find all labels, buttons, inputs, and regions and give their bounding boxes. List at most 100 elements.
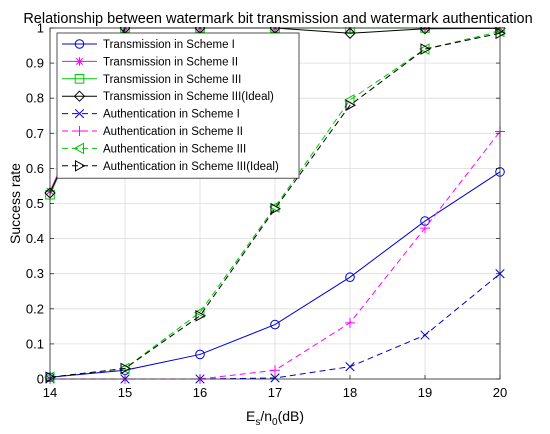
data-point-marker — [495, 27, 506, 40]
x-tick-label: 14 — [43, 385, 57, 400]
data-point-marker — [419, 27, 431, 35]
data-point-marker — [195, 309, 207, 322]
x-axis-label-sub1: s — [255, 417, 260, 428]
legend-marker — [73, 142, 84, 155]
legend-item: Authentication in Scheme II — [62, 126, 243, 138]
legend-marker — [75, 57, 84, 66]
y-tick-label: 0.9 — [26, 56, 44, 71]
data-point-marker — [270, 202, 282, 215]
data-point-marker — [195, 349, 205, 360]
data-point-marker — [270, 202, 282, 215]
x-tick-label: 17 — [268, 385, 282, 400]
x-axis-label-main: E — [246, 408, 255, 424]
series-line — [49, 32, 501, 378]
x-tick-label: 18 — [343, 385, 357, 400]
data-point-marker — [345, 99, 357, 112]
legend-marker — [74, 126, 85, 136]
y-tick-label: 0.1 — [26, 336, 44, 351]
data-point-marker — [268, 201, 280, 213]
data-point-marker — [420, 223, 430, 234]
x-tick-label: 15 — [118, 385, 132, 400]
data-point-marker — [193, 306, 205, 319]
legend-label: Transmission in Scheme III(Ideal) — [103, 91, 274, 103]
data-point-marker — [420, 330, 430, 340]
legend-marker — [74, 108, 85, 119]
legend-label: Authentication in Scheme III — [103, 143, 246, 155]
data-point-marker — [345, 317, 355, 328]
data-point-marker — [345, 362, 355, 372]
data-point-marker — [345, 362, 355, 372]
data-point-marker — [419, 27, 431, 35]
x-tick-label: 20 — [493, 385, 507, 400]
legend-marker — [74, 126, 85, 136]
legend-marker — [74, 74, 85, 84]
x-axis-label: Es/n0(dB) — [246, 408, 304, 428]
data-point-marker — [195, 349, 205, 360]
data-point-marker — [495, 27, 506, 40]
x-tick-label: 16 — [193, 385, 207, 400]
legend-label: Transmission in Scheme I — [103, 39, 235, 51]
data-point-marker — [195, 309, 207, 322]
legend: Transmission in Scheme I Transmission in … — [56, 32, 300, 179]
data-point-marker — [345, 272, 355, 283]
data-point-marker — [270, 365, 280, 376]
legend-item: Transmission in Scheme II — [62, 56, 238, 68]
axis-ticks: 14 15 16 17 18 19 20 0 0.1 0.2 0.3 0.4 0.5 0.6 0.7 0.8 0… — [26, 21, 507, 401]
legend-marker — [74, 39, 85, 49]
legend-marker — [74, 39, 85, 49]
legend-marker — [75, 159, 86, 172]
legend-item: Authentication in Scheme III(Ideal) — [62, 159, 279, 173]
legend-marker — [75, 57, 84, 66]
x-tick-label: 19 — [418, 385, 432, 400]
legend-label: Transmission in Scheme III — [103, 74, 241, 86]
data-point-marker — [45, 371, 57, 384]
legend-item: Authentication in Scheme I — [62, 109, 240, 121]
data-point-marker — [345, 317, 355, 328]
data-point-marker — [493, 27, 505, 38]
chart-title: Relationship between watermark bit trans… — [23, 11, 532, 27]
legend-item: Authentication in Scheme III — [62, 142, 246, 155]
data-point-marker — [270, 319, 280, 330]
data-point-marker — [420, 43, 432, 55]
y-tick-label: 0.3 — [26, 266, 44, 281]
data-point-marker — [345, 99, 357, 112]
data-point-marker — [344, 27, 356, 39]
legend-label: Authentication in Scheme III(Ideal) — [103, 161, 279, 173]
data-point-marker — [420, 43, 432, 55]
x-axis-label-sub2: 0 — [272, 417, 278, 428]
y-axis-label: Success rate — [7, 163, 23, 244]
legend-marker — [74, 108, 85, 119]
y-tick-label: 0.6 — [26, 161, 44, 176]
y-tick-label: 0.8 — [26, 91, 44, 106]
legend-item: Transmission in Scheme I — [62, 39, 235, 51]
legend-marker — [73, 90, 86, 102]
legend-label: Authentication in Scheme I — [103, 109, 240, 121]
data-point-marker — [193, 306, 205, 319]
y-tick-label: 0 — [37, 372, 44, 387]
y-tick-label: 0.2 — [26, 301, 44, 316]
legend-marker — [73, 90, 86, 102]
data-point-marker — [344, 27, 356, 39]
data-point-marker — [120, 362, 132, 375]
x-axis-label-slash: /n — [260, 408, 272, 424]
y-tick-label: 0.4 — [26, 231, 44, 246]
data-point-marker — [45, 371, 57, 384]
y-tick-label: 1 — [37, 21, 44, 36]
series-8 — [45, 27, 506, 384]
data-point-marker — [345, 272, 355, 283]
data-point-marker — [270, 319, 280, 330]
legend-marker — [75, 159, 86, 172]
data-point-marker — [270, 365, 280, 376]
y-tick-label: 0.7 — [26, 126, 44, 141]
y-tick-label: 0.5 — [26, 196, 44, 211]
legend-item: Transmission in Scheme III(Ideal) — [62, 90, 274, 103]
data-point-marker — [493, 27, 505, 38]
legend-item: Transmission in Scheme III — [62, 74, 241, 86]
legend-label: Authentication in Scheme II — [103, 126, 243, 138]
legend-box — [56, 32, 300, 179]
x-axis-label-suffix: (dB) — [278, 408, 304, 424]
data-point-marker — [268, 201, 280, 213]
legend-marker — [74, 74, 85, 84]
legend-marker — [73, 142, 84, 155]
